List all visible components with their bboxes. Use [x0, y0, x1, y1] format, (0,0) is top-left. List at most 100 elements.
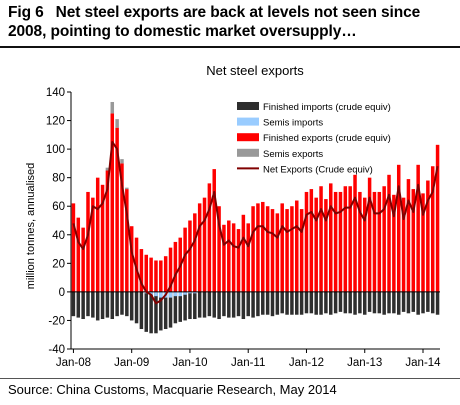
finished-exports-bar — [139, 249, 144, 292]
finished-imports-bar — [329, 291, 333, 315]
finished-imports-bar — [290, 291, 294, 315]
axes: -40 -20 0 20 40 60 80 100 120 140 Jan-08 Jan-09 Jan-… — [46, 87, 441, 369]
finished-exports-bar — [144, 254, 149, 292]
finished-imports-bar — [178, 291, 182, 322]
finished-exports-bar — [241, 214, 246, 292]
finished-imports-bar — [309, 291, 314, 314]
finished-imports-bar — [362, 291, 367, 315]
finished-exports-bar — [236, 229, 241, 292]
finished-exports-bar — [285, 209, 289, 292]
finished-exports-bar — [125, 189, 129, 292]
finished-exports-bar — [275, 213, 280, 292]
finished-imports-bar — [81, 291, 85, 320]
chart-title: Net steel exports — [206, 63, 304, 78]
finished-imports-bar — [149, 291, 153, 334]
finished-exports-bar — [76, 217, 81, 292]
finished-exports-bar — [81, 227, 85, 292]
finished-exports-bar — [95, 177, 100, 292]
finished-imports-bar — [217, 291, 221, 320]
finished-imports-bar — [280, 291, 284, 314]
finished-exports-bar — [265, 206, 270, 292]
finished-imports-bar — [202, 291, 207, 318]
semis-exports-bar — [115, 119, 119, 128]
semis-imports-bar — [149, 291, 153, 295]
finished-imports-bar — [139, 291, 144, 330]
finished-imports-bar — [256, 291, 260, 317]
legend-label: Finished exports (crude equiv) — [263, 133, 391, 144]
x-tick-label: Jan-12 — [289, 357, 324, 369]
semis-exports-bar — [105, 167, 110, 171]
finished-imports-bar — [246, 291, 250, 317]
finished-exports-bar — [71, 203, 76, 292]
finished-imports-bar — [110, 291, 115, 320]
finished-exports-bar — [188, 220, 192, 292]
finished-exports-bar — [86, 191, 90, 292]
finished-exports-bar — [426, 180, 430, 292]
semis-imports-bar — [178, 291, 182, 297]
finished-exports-bar — [362, 197, 367, 292]
finished-exports-bar — [105, 170, 110, 292]
finished-imports-bar — [430, 291, 435, 314]
finished-imports-bar — [129, 291, 134, 321]
finished-imports-bar — [115, 291, 119, 317]
finished-exports-bar — [304, 191, 309, 292]
semis-exports-bar — [120, 159, 124, 164]
finished-imports-bar — [231, 291, 236, 318]
finished-exports-bar — [377, 191, 382, 292]
y-axis-label: million tonnes, annualised — [25, 163, 37, 290]
semis-exports-bar — [125, 187, 129, 190]
finished-exports-bar — [100, 184, 105, 292]
finished-imports-bar — [367, 291, 372, 312]
y-tick-label: 20 — [52, 258, 65, 270]
finished-imports-bar — [241, 291, 246, 320]
semis-imports-bar — [168, 291, 173, 298]
finished-exports-bar — [251, 206, 255, 292]
finished-imports-bar — [372, 291, 377, 314]
finished-imports-bar — [95, 291, 100, 321]
legend-swatch-semis-imports — [237, 117, 259, 126]
finished-imports-bar — [86, 291, 90, 317]
legend-label: Finished imports (crude equiv) — [263, 102, 391, 113]
finished-imports-bar — [183, 291, 187, 321]
finished-imports-bar — [207, 291, 212, 317]
figure-title-text: Net steel exports are back at levels not… — [8, 4, 421, 40]
finished-imports-bar — [222, 291, 226, 317]
finished-exports-bar — [343, 186, 348, 292]
x-tick-label: Jan-08 — [56, 357, 91, 369]
finished-imports-bar — [91, 291, 95, 318]
finished-exports-bar — [435, 144, 440, 292]
finished-imports-bar — [382, 291, 386, 315]
finished-exports-bar — [168, 247, 173, 292]
finished-imports-bar — [265, 291, 270, 315]
legend-label: Net Exports (Crude equiv) — [263, 164, 373, 175]
net-steel-exports-chart: Net steel exports million tonnes, annual… — [25, 63, 441, 369]
finished-exports-bar — [319, 186, 323, 292]
finished-imports-bar — [401, 291, 406, 312]
finished-imports-bar — [333, 291, 338, 314]
legend-label: Semis imports — [263, 118, 323, 129]
finished-imports-bar — [100, 291, 105, 320]
finished-exports-bar — [290, 206, 294, 292]
finished-imports-bar — [387, 291, 391, 314]
finished-exports-bar — [358, 191, 362, 292]
legend: Finished imports (crude equiv) Semis impo… — [237, 102, 391, 175]
finished-exports-bar — [416, 164, 420, 292]
finished-imports-bar — [396, 291, 401, 315]
finished-imports-bar — [71, 291, 76, 317]
finished-exports-bar — [348, 186, 352, 292]
finished-exports-bar — [217, 206, 221, 292]
finished-imports-bar — [358, 291, 362, 314]
finished-imports-bar — [193, 291, 197, 320]
finished-imports-bar — [353, 291, 357, 315]
finished-imports-bar — [154, 291, 158, 334]
finished-imports-bar — [227, 291, 231, 318]
finished-imports-bar — [159, 291, 163, 331]
finished-exports-bar — [207, 183, 212, 292]
finished-imports-bar — [338, 291, 343, 312]
finished-imports-bar — [392, 291, 396, 314]
finished-exports-bar — [411, 189, 416, 292]
net-exports-line-layer — [72, 140, 439, 305]
finished-imports-bar — [416, 291, 420, 315]
finished-exports-bar — [129, 226, 134, 292]
finished-exports-bar — [197, 203, 202, 292]
